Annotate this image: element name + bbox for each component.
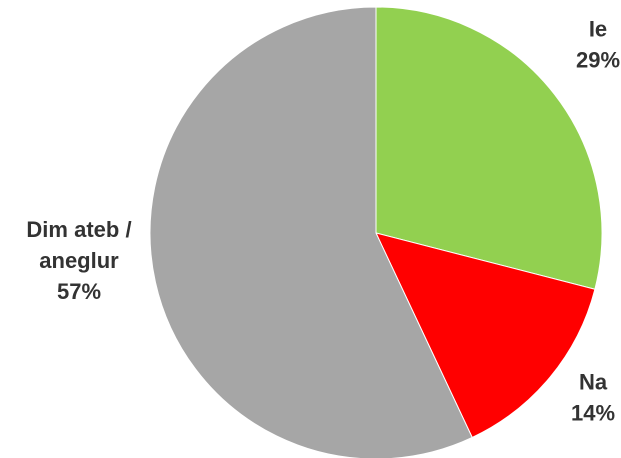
slice-category-label: Dim ateb / [26,217,131,242]
slice-category-label: Na [579,370,608,395]
slice-label: Ie 29% [576,17,620,73]
slice-category-label: Ie [589,17,607,42]
slice-percent-label: 29% [576,48,620,73]
slice-label: Na 14% [571,370,615,426]
slice-percent-label: 14% [571,401,615,426]
slice-label: Dim ateb / aneglur 57% [26,217,131,304]
slice-category-label: aneglur [39,248,119,273]
slice-percent-label: 57% [57,279,101,304]
pie-slices [150,7,602,458]
